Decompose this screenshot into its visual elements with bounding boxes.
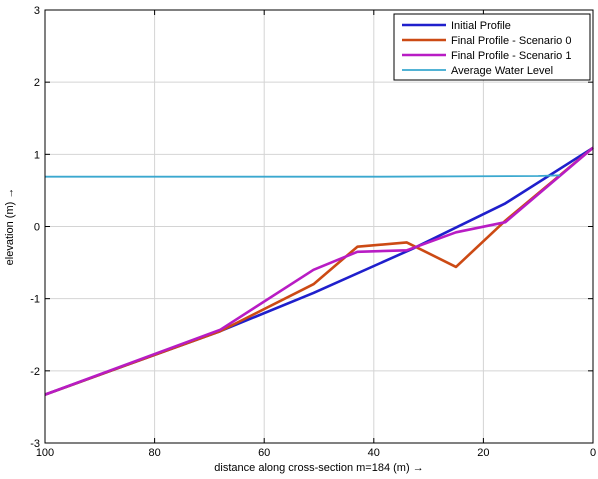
series-line-2 bbox=[44, 146, 594, 396]
legend-label-1: Final Profile - Scenario 0 bbox=[451, 35, 571, 47]
y-axis-title: elevation (m) → bbox=[4, 188, 16, 266]
y-tick-label: 2 bbox=[34, 77, 40, 89]
x-tick-label: 20 bbox=[477, 447, 489, 459]
y-tick-label: -3 bbox=[30, 438, 40, 450]
y-tick-label: 0 bbox=[34, 222, 40, 234]
legend-label-2: Final Profile - Scenario 1 bbox=[451, 50, 571, 62]
x-tick-label: 100 bbox=[36, 447, 54, 459]
y-tick-label: -1 bbox=[30, 294, 40, 306]
series-layer bbox=[44, 146, 594, 396]
legend-label-0: Initial Profile bbox=[451, 20, 511, 32]
x-axis-title: distance along cross-section m=184 (m) → bbox=[214, 462, 423, 474]
grid bbox=[44, 9, 594, 444]
legend-label-3: Average Water Level bbox=[451, 65, 553, 77]
x-tick-label: 80 bbox=[148, 447, 160, 459]
x-tick-label: 40 bbox=[368, 447, 380, 459]
y-tick-label: -2 bbox=[30, 366, 40, 378]
series-line-1 bbox=[44, 146, 594, 396]
series-line-3 bbox=[45, 174, 561, 178]
x-tick-label: 0 bbox=[590, 447, 596, 459]
y-tick-label: 3 bbox=[34, 5, 40, 17]
legend: Initial Profile Final Profile - Scenario … bbox=[393, 13, 591, 81]
y-tick-label: 1 bbox=[34, 149, 40, 161]
x-tick-label: 60 bbox=[258, 447, 270, 459]
